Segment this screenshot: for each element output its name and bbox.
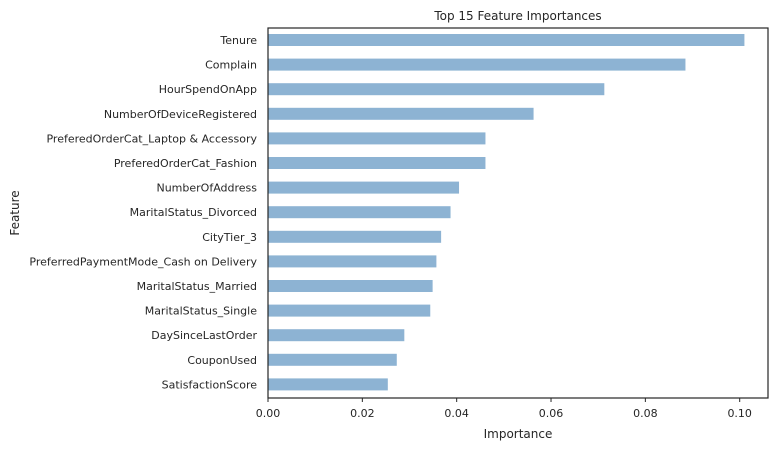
- bar: [268, 353, 397, 366]
- bar: [268, 132, 486, 145]
- y-tick-label: PreferedOrderCat_Laptop & Accessory: [46, 132, 257, 145]
- y-tick-label: HourSpendOnApp: [159, 83, 257, 96]
- y-axis-title: Feature: [8, 190, 22, 235]
- bar: [268, 280, 433, 292]
- bar: [268, 230, 442, 243]
- chart-title: Top 15 Feature Importances: [433, 9, 601, 23]
- bars-layer: [268, 34, 745, 391]
- bar: [268, 329, 405, 342]
- x-tick-label: 0.00: [256, 407, 281, 420]
- bar: [268, 157, 486, 169]
- y-tick-label: MaritalStatus_Married: [137, 280, 257, 293]
- bar: [268, 34, 745, 46]
- x-axis-title: Importance: [484, 427, 553, 441]
- y-tick-label: MaritalStatus_Divorced: [130, 206, 257, 219]
- y-tick-label: NumberOfDeviceRegistered: [104, 108, 257, 121]
- y-tick-labels: Tenure Complain HourSpendOnApp NumberOfDevi…: [29, 34, 257, 391]
- x-tick-label: 0.02: [350, 407, 375, 420]
- bar: [268, 255, 437, 268]
- y-tick-label: NumberOfAddress: [156, 182, 257, 195]
- bar: [268, 206, 451, 219]
- plot-frame: [267, 27, 769, 399]
- x-tick-label: 0.04: [444, 407, 469, 420]
- y-tick-label: Complain: [205, 59, 257, 72]
- x-ticks: 0.00 0.02 0.04 0.06 0.08 0.10: [256, 398, 752, 420]
- bar: [268, 181, 460, 194]
- y-tick-label: CouponUsed: [187, 354, 257, 367]
- x-tick-label: 0.08: [633, 407, 658, 420]
- bar: [268, 304, 431, 317]
- y-tick-label: Tenure: [219, 34, 257, 47]
- bar: [268, 107, 534, 120]
- y-tick-label: CityTier_3: [202, 231, 257, 244]
- y-tick-label: MaritalStatus_Single: [145, 305, 258, 318]
- y-tick-label: DaySinceLastOrder: [151, 329, 257, 342]
- bar: [268, 83, 605, 96]
- x-tick-label: 0.06: [539, 407, 564, 420]
- y-tick-label: PreferedOrderCat_Fashion: [114, 157, 257, 170]
- y-tick-label: PreferredPaymentMode_Cash on Delivery: [29, 255, 257, 268]
- bar: [268, 58, 686, 71]
- x-tick-label: 0.10: [727, 407, 752, 420]
- y-tick-label: SatisfactionScore: [162, 378, 258, 391]
- bar: [268, 378, 388, 391]
